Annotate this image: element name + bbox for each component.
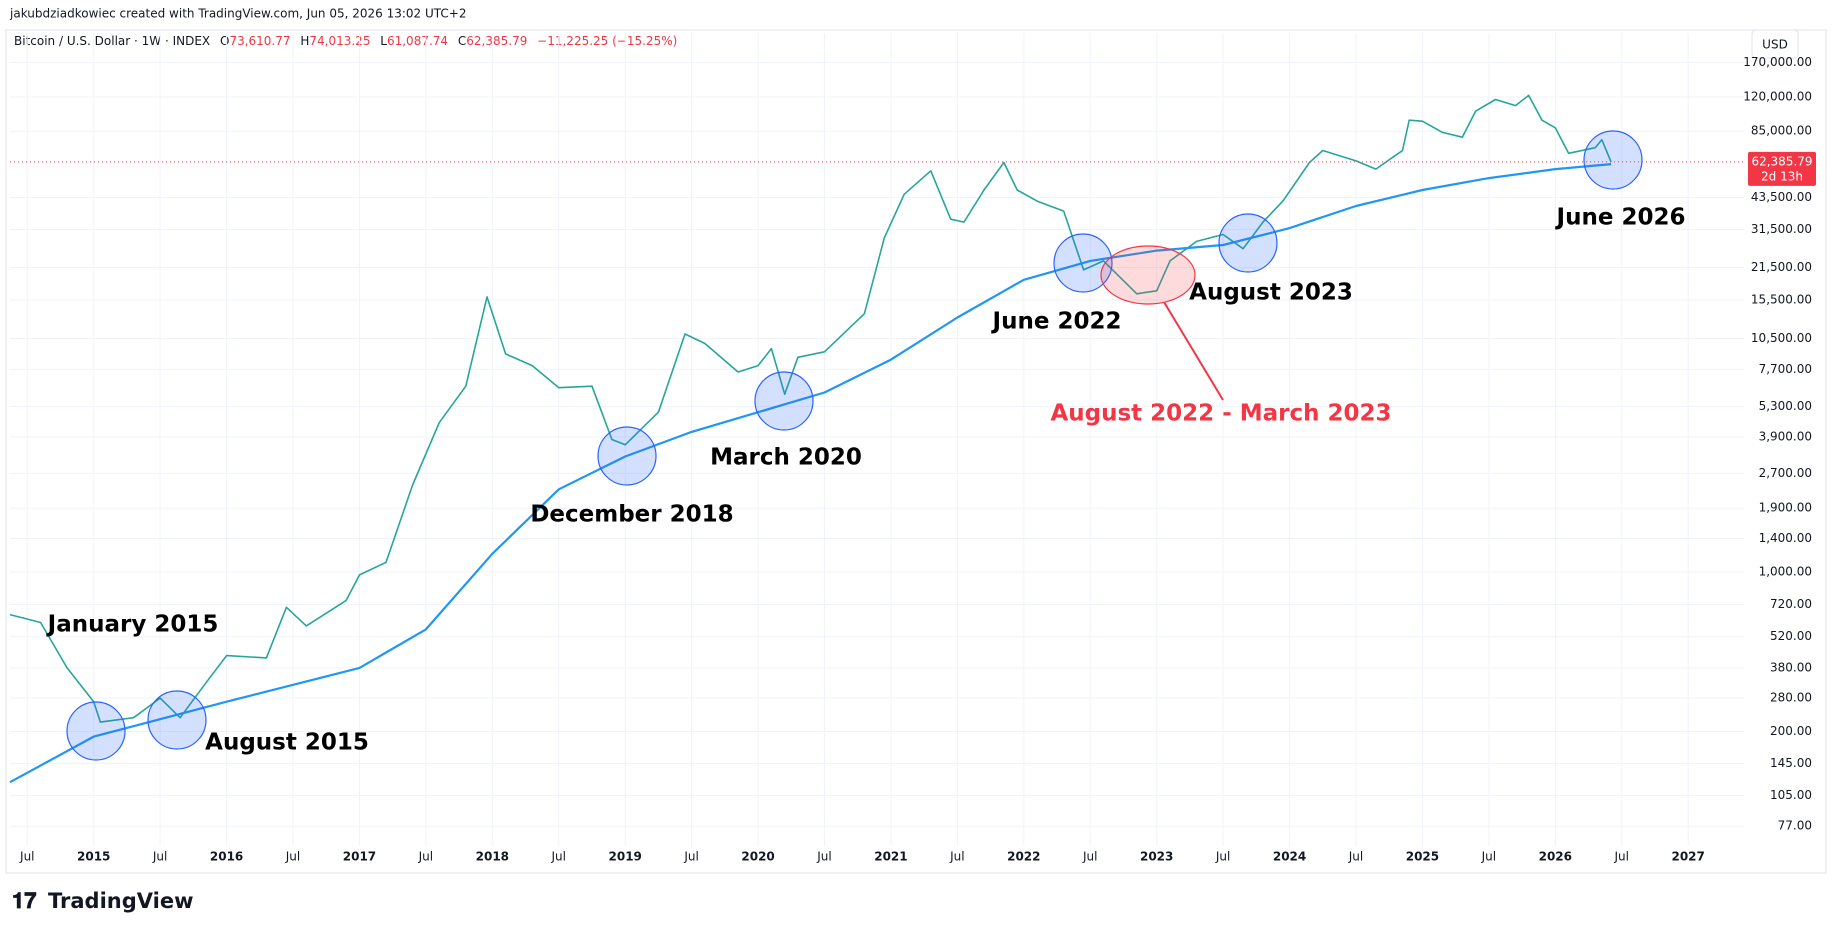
y-tick-label: 1,400.00	[1759, 531, 1812, 545]
close: 62,385.79	[466, 34, 527, 48]
price-line	[9, 163, 1612, 784]
high: 74,013.25	[309, 34, 370, 48]
y-tick-label: 145.00	[1770, 756, 1812, 770]
annotation: January 2015	[46, 612, 219, 638]
x-tick-label: Jul	[949, 850, 964, 864]
credit: jakubdziadkowiec created with TradingVie…	[9, 7, 466, 21]
low: 61,087.74	[387, 34, 448, 48]
x-tick-label: 2023	[1140, 850, 1173, 864]
highlight-circle	[1053, 233, 1113, 293]
symbol: Bitcoin / U.S. Dollar · 1W · INDEX	[14, 34, 210, 48]
y-tick-label: 43,500.00	[1751, 190, 1812, 204]
y-tick-label: 7,700.00	[1759, 362, 1812, 376]
highlight-circle	[754, 371, 814, 431]
x-tick-label: 2021	[874, 850, 907, 864]
y-tick-label: 15,500.00	[1751, 293, 1812, 307]
low-key: L	[380, 34, 387, 48]
x-tick-label: 2022	[1007, 850, 1040, 864]
currency[interactable]: USD	[1762, 38, 1788, 52]
highlight-circle	[66, 701, 126, 761]
annotation: August 2022 - March 2023	[1050, 401, 1391, 427]
chart-frame	[5, 29, 1827, 874]
x-tick-label: Jul	[1215, 850, 1230, 864]
x-tick-label: 2017	[343, 850, 376, 864]
y-tick-label: 10,500.00	[1751, 331, 1812, 345]
x-tick-label: Jul	[418, 850, 433, 864]
annotation: August 2023	[1189, 280, 1353, 306]
y-tick-label: 170,000.00	[1743, 55, 1812, 69]
open: 73,610.77	[229, 34, 290, 48]
annotation: August 2015	[205, 730, 369, 756]
x-tick-label: Jul	[1348, 850, 1363, 864]
x-tick-label: 2027	[1671, 850, 1704, 864]
annotation: June 2026	[1555, 205, 1686, 231]
logo-mark: 𝟏𝟕	[12, 889, 37, 914]
close-key: C	[458, 34, 466, 48]
y-tick-label: 105.00	[1770, 788, 1812, 802]
y-tick-label: 1,900.00	[1759, 501, 1812, 515]
y-tick-label: 120,000.00	[1743, 90, 1812, 104]
highlight-circle	[597, 426, 657, 486]
y-tick-label: 31,500.00	[1751, 222, 1812, 236]
logo-text: TradingView	[48, 889, 193, 913]
x-tick-label: Jul	[1614, 850, 1629, 864]
last-price-box	[1748, 151, 1816, 186]
y-tick-label: 2,700.00	[1759, 466, 1812, 480]
x-tick-label: 2020	[741, 850, 774, 864]
y-tick-label: 77.00	[1778, 819, 1812, 833]
annotation: March 2020	[710, 445, 862, 471]
x-tick-label: Jul	[1082, 850, 1097, 864]
currency-button[interactable]	[1751, 29, 1799, 59]
y-tick-label: 280.00	[1770, 691, 1812, 705]
annotation: December 2018	[530, 502, 733, 528]
highlight-circle	[1218, 213, 1278, 273]
legend-line: Bitcoin / U.S. Dollar · 1W · INDEX O73,6…	[14, 34, 677, 48]
annotation: June 2022	[991, 309, 1122, 335]
highlight-circle	[1583, 130, 1643, 190]
x-tick-label: 2024	[1273, 850, 1306, 864]
high-key: H	[300, 34, 309, 48]
x-tick-label: 2026	[1539, 850, 1572, 864]
y-tick-label: 520.00	[1770, 629, 1812, 643]
x-tick-label: Jul	[285, 850, 300, 864]
x-tick-label: 2019	[609, 850, 642, 864]
x-tick-label: 2018	[476, 850, 509, 864]
logo: 𝟏𝟕 TradingView	[12, 889, 193, 914]
y-tick-label: 5,300.00	[1759, 399, 1812, 413]
x-tick-label: Jul	[816, 850, 831, 864]
x-tick-label: 2025	[1406, 850, 1439, 864]
x-tick-label: Jul	[1481, 850, 1496, 864]
x-tick-label: Jul	[152, 850, 167, 864]
countdown: 2d 13h	[1761, 169, 1803, 183]
grid	[10, 33, 1744, 846]
y-tick-label: 21,500.00	[1751, 260, 1812, 274]
y-tick-label: 380.00	[1770, 660, 1812, 674]
change: −11,225.25 (−15.25%)	[537, 34, 677, 48]
x-tick-label: Jul	[683, 850, 698, 864]
y-tick-label: 720.00	[1770, 597, 1812, 611]
y-tick-label: 1,000.00	[1759, 564, 1812, 578]
y-tick-label: 3,900.00	[1759, 429, 1812, 443]
y-tick-label: 200.00	[1770, 724, 1812, 738]
x-tick-label: Jul	[551, 850, 566, 864]
x-tick-label: 2016	[210, 850, 243, 864]
highlight-circle	[147, 690, 207, 750]
y-tick-label: 85,000.00	[1751, 124, 1812, 138]
callout-line	[1163, 301, 1224, 401]
open-key: O	[220, 34, 229, 48]
last-price: 62,385.79	[1751, 154, 1812, 168]
highlight-circle	[1100, 245, 1196, 305]
price-line	[9, 94, 1612, 723]
x-tick-label: Jul	[19, 850, 34, 864]
x-tick-label: 2015	[77, 850, 110, 864]
